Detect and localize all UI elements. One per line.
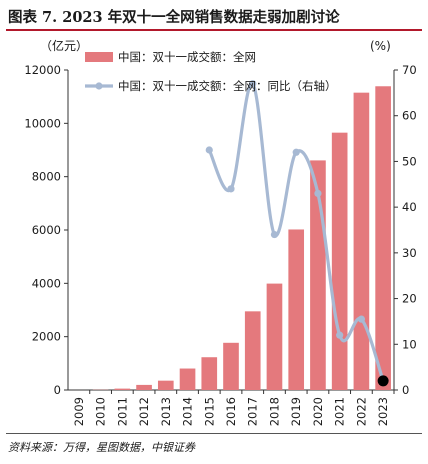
legend-bar-swatch bbox=[85, 52, 113, 62]
left-tick-label: 12000 bbox=[24, 63, 61, 77]
yoy-point-2016 bbox=[227, 185, 235, 193]
source-note: 资料来源：万得，星图数据，中银证券 bbox=[8, 441, 195, 454]
x-tick-label: 2011 bbox=[115, 397, 129, 426]
yoy-point-2021 bbox=[336, 331, 344, 339]
left-tick-label: 2000 bbox=[32, 330, 61, 344]
x-tick-label: 2021 bbox=[333, 397, 347, 426]
right-tick-label: 0 bbox=[402, 383, 409, 397]
x-tick-label: 2019 bbox=[289, 397, 303, 426]
bar-2012 bbox=[136, 384, 152, 390]
x-tick-label: 2016 bbox=[224, 397, 238, 426]
axes: 0 2000 4000 6000 8000 10000 12000 0 10 20 30 40 50 60… bbox=[24, 63, 416, 426]
right-tick-label: 60 bbox=[402, 109, 417, 123]
source-rule bbox=[6, 433, 422, 434]
bar-2018 bbox=[266, 283, 283, 390]
left-tick-label: 6000 bbox=[32, 223, 61, 237]
legend-bar-label: 中国：双十一成交额：全网 bbox=[118, 50, 256, 64]
x-tick-label: 2023 bbox=[376, 397, 390, 426]
left-tick-label: 0 bbox=[54, 383, 61, 397]
bar-2019 bbox=[288, 229, 305, 390]
yoy-point-2022 bbox=[357, 315, 365, 323]
bar-2013 bbox=[157, 380, 174, 390]
x-tick-label: 2018 bbox=[267, 397, 281, 426]
legend-line-label: 中国：双十一成交额：全网：同比（右轴） bbox=[118, 79, 337, 93]
bar-2021 bbox=[331, 132, 348, 390]
left-tick-label: 8000 bbox=[32, 170, 61, 184]
yoy-point-2019 bbox=[292, 148, 300, 156]
yoy-point-2020 bbox=[314, 189, 322, 198]
right-tick-label: 70 bbox=[402, 63, 417, 77]
bar-2017 bbox=[244, 311, 261, 390]
right-tick-label: 20 bbox=[402, 292, 417, 306]
yoy-line bbox=[207, 82, 385, 382]
bar-2022 bbox=[353, 92, 370, 391]
left-axis-unit: （亿元） bbox=[40, 38, 88, 53]
right-tick-label: 40 bbox=[402, 200, 417, 214]
right-tick-label: 30 bbox=[402, 246, 417, 260]
title-rule bbox=[6, 29, 422, 31]
x-tick-label: 2009 bbox=[72, 397, 86, 426]
yoy-point-2023 bbox=[377, 375, 389, 387]
x-tick-label: 2013 bbox=[159, 397, 173, 426]
x-tick-label: 2015 bbox=[202, 397, 216, 426]
bar-2011 bbox=[114, 388, 131, 390]
bar-2016 bbox=[223, 342, 239, 390]
right-tick-label: 50 bbox=[402, 154, 417, 168]
bar-2014 bbox=[179, 368, 196, 390]
right-tick-label: 10 bbox=[402, 337, 417, 351]
x-tick-label: 2014 bbox=[181, 397, 195, 426]
line-layer bbox=[205, 80, 389, 387]
x-tick-label: 2010 bbox=[94, 397, 108, 426]
yoy-point-2015 bbox=[205, 146, 213, 154]
bars-layer bbox=[71, 86, 391, 391]
figure-title: 图表 7. 2023 年双十一全网销售数据走弱加剧讨论 bbox=[8, 9, 340, 26]
x-tick-label: 2017 bbox=[246, 397, 260, 426]
legend-line-marker bbox=[95, 82, 103, 90]
right-axis-unit: (%) bbox=[370, 39, 391, 53]
yoy-point-2017 bbox=[249, 80, 257, 88]
x-tick-label: 2020 bbox=[311, 397, 325, 426]
left-tick-label: 10000 bbox=[24, 116, 61, 130]
yoy-point-2018 bbox=[270, 230, 279, 239]
x-tick-label: 2012 bbox=[137, 397, 151, 426]
bar-2015 bbox=[201, 357, 218, 390]
bar-2023 bbox=[375, 86, 391, 391]
left-tick-label: 4000 bbox=[32, 276, 61, 290]
x-tick-label: 2022 bbox=[354, 397, 368, 426]
